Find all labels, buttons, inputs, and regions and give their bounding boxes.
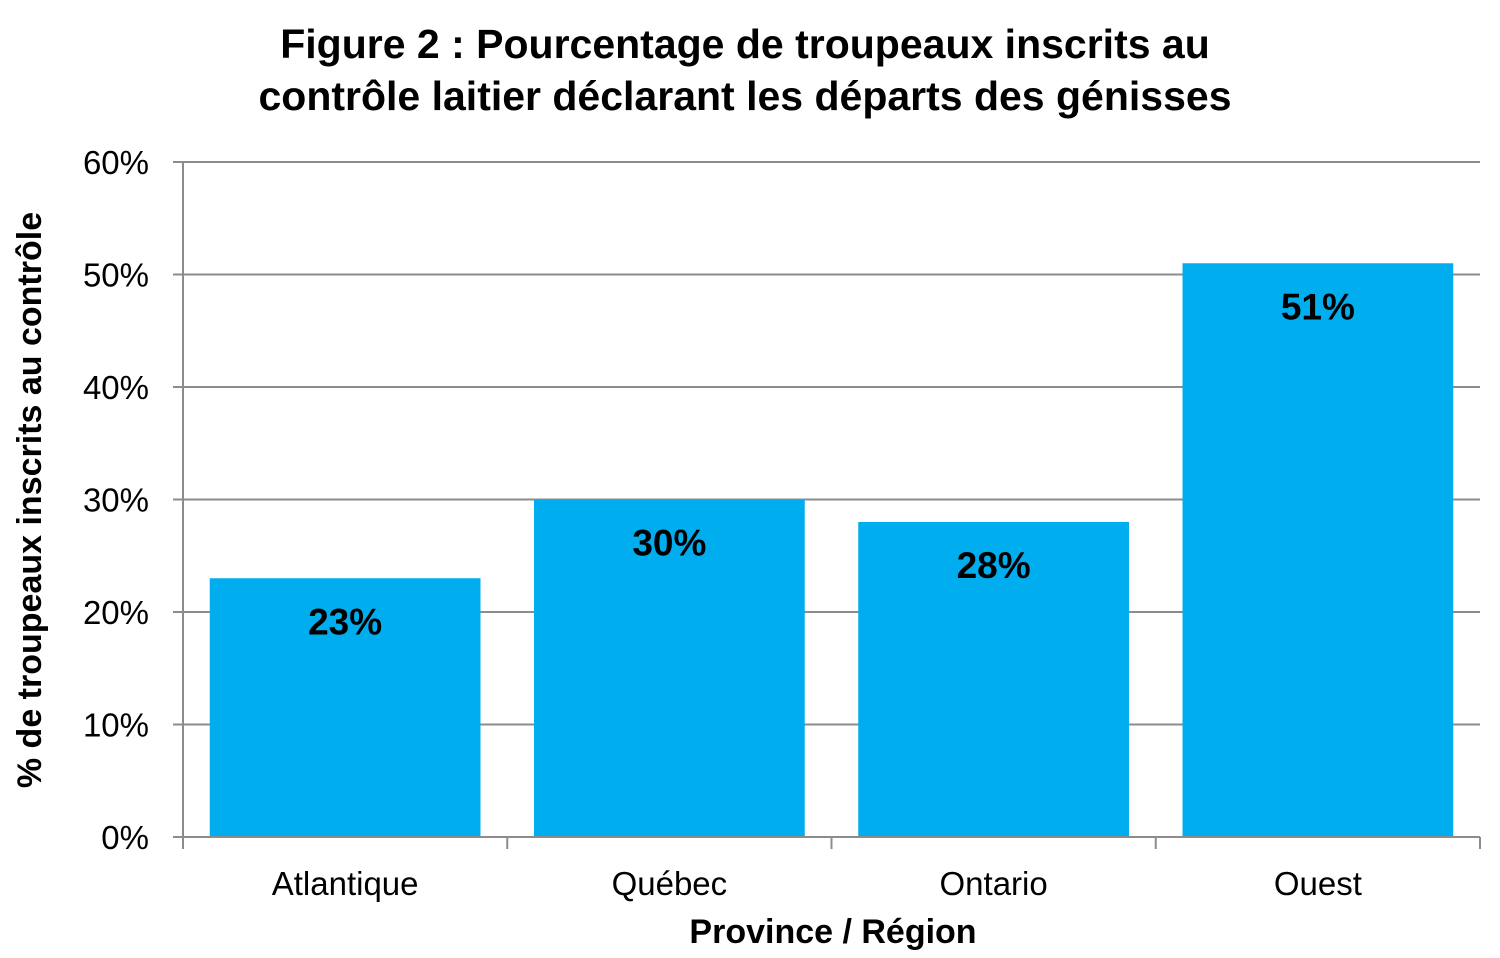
y-tick-label: 10%: [83, 707, 149, 744]
data-label: 28%: [957, 545, 1031, 586]
x-tick-label: Ouest: [1274, 865, 1362, 902]
y-tick-label: 40%: [83, 369, 149, 406]
data-labels: 23% 30% 28% 51%: [308, 286, 1355, 642]
y-tick-label: 30%: [83, 482, 149, 519]
axes: 0% 10% 20% 30% 40% 50% 60% Atlantique Québec Onta…: [83, 144, 1481, 902]
y-axis-title: % de troupeaux inscrits au contrôle: [11, 212, 49, 788]
x-tick-label: Atlantique: [272, 865, 419, 902]
x-axis-title: Province / Région: [689, 913, 976, 951]
chart-title-line-2: contrôle laitier déclarant les départs d…: [258, 73, 1231, 119]
bar-atlantique: [209, 578, 481, 837]
y-tick-label: 20%: [83, 594, 149, 631]
x-tick-label: Ontario: [940, 865, 1048, 902]
y-tick-label: 0%: [101, 819, 149, 856]
y-tick-label: 60%: [83, 144, 149, 181]
data-label: 30%: [632, 523, 706, 564]
chart-title-line-1: Figure 2 : Pourcentage de troupeaux insc…: [280, 21, 1210, 67]
bar-ouest: [1182, 263, 1454, 837]
bar-ontario: [858, 522, 1129, 837]
bar-québec: [534, 499, 805, 837]
bars: [209, 263, 1454, 837]
x-tick-label: Québec: [612, 865, 728, 902]
data-label: 23%: [308, 601, 382, 642]
y-tick-label: 50%: [83, 257, 149, 294]
data-label: 51%: [1281, 286, 1355, 327]
